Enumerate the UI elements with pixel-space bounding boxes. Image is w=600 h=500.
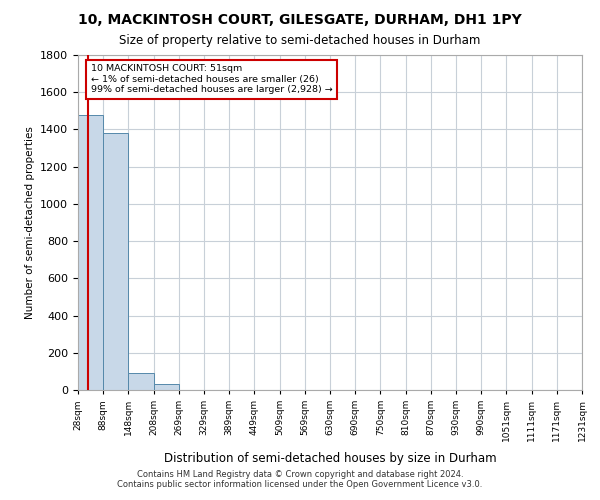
Text: Contains HM Land Registry data © Crown copyright and database right 2024.
Contai: Contains HM Land Registry data © Crown c…	[118, 470, 482, 489]
Y-axis label: Number of semi-detached properties: Number of semi-detached properties	[25, 126, 35, 319]
Bar	[154, 384, 179, 390]
X-axis label: Distribution of semi-detached houses by size in Durham: Distribution of semi-detached houses by …	[164, 452, 496, 466]
Bar	[78, 114, 103, 390]
Text: Size of property relative to semi-detached houses in Durham: Size of property relative to semi-detach…	[119, 34, 481, 47]
Text: 10 MACKINTOSH COURT: 51sqm
← 1% of semi-detached houses are smaller (26)
99% of : 10 MACKINTOSH COURT: 51sqm ← 1% of semi-…	[91, 64, 332, 94]
Text: 10, MACKINTOSH COURT, GILESGATE, DURHAM, DH1 1PY: 10, MACKINTOSH COURT, GILESGATE, DURHAM,…	[78, 12, 522, 26]
Bar	[103, 133, 128, 390]
Bar	[128, 373, 154, 390]
